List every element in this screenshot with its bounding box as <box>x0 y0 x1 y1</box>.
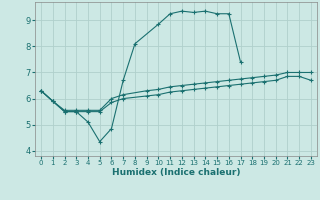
X-axis label: Humidex (Indice chaleur): Humidex (Indice chaleur) <box>112 168 240 177</box>
